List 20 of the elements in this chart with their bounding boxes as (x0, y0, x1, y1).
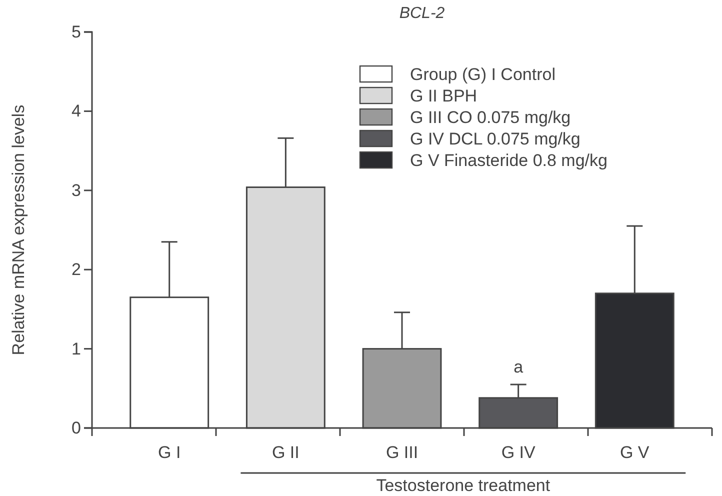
legend-label: G II BPH (410, 86, 478, 106)
legend-label: G V Finasteride 0.8 mg/kg (410, 151, 608, 170)
y-axis-title: Relative mRNA expression levels (9, 104, 28, 356)
chart-title: BCL-2 (399, 5, 445, 22)
legend-label: Group (G) I Control (410, 65, 556, 84)
x-tick-label: G III (386, 443, 418, 462)
y-tick-label: 2 (72, 260, 81, 280)
y-tick-label: 3 (72, 180, 81, 200)
x-tick-label: G I (158, 443, 181, 462)
y-tick-label: 5 (72, 22, 81, 42)
legend-label: G III CO 0.075 mg/kg (410, 108, 571, 127)
x-tick-label: G IV (501, 443, 536, 462)
annotation: a (514, 357, 524, 376)
y-tick-label: 1 (72, 339, 81, 358)
legend-label: G IV DCL 0.075 mg/kg (410, 130, 580, 148)
x-tick-label: G II (272, 443, 300, 462)
text: Testosterone treatment (376, 476, 550, 495)
y-tick-label: 0 (72, 418, 81, 438)
x-tick-label: G V (620, 443, 650, 462)
y-tick-label: 4 (72, 102, 81, 121)
